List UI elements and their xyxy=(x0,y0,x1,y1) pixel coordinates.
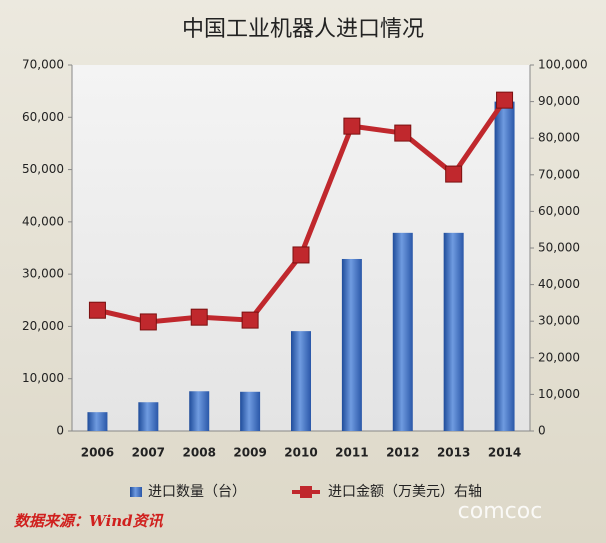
bar xyxy=(392,232,413,431)
bar xyxy=(494,101,515,431)
bar xyxy=(341,258,362,431)
bar xyxy=(240,391,261,431)
legend-swatch xyxy=(130,487,142,497)
bar xyxy=(87,412,108,431)
marker xyxy=(343,117,361,135)
legend-label: 进口数量（台） xyxy=(148,484,246,500)
chart-title: 中国工业机器人进口情况 xyxy=(182,17,424,42)
x-tick-label: 2007 xyxy=(132,446,165,460)
y2-tick-label: 10,000 xyxy=(538,387,580,401)
legend-label: 进口金额（万美元）右轴 xyxy=(328,484,482,500)
legend-swatch xyxy=(300,486,312,498)
x-tick-label: 2008 xyxy=(183,446,216,460)
x-tick-label: 2012 xyxy=(386,446,419,460)
y2-tick-label: 50,000 xyxy=(538,241,580,255)
marker xyxy=(292,246,310,264)
y-tick-label: 30,000 xyxy=(22,267,64,281)
y2-tick-label: 90,000 xyxy=(538,94,580,108)
x-tick-label: 2010 xyxy=(284,446,317,460)
y2-tick-label: 20,000 xyxy=(538,350,580,364)
y-tick-label: 10,000 xyxy=(22,371,64,385)
marker xyxy=(139,313,157,331)
x-tick-label: 2009 xyxy=(233,446,266,460)
y-tick-label: 0 xyxy=(56,424,64,438)
x-tick-label: 2014 xyxy=(488,446,521,460)
bar xyxy=(443,232,464,431)
y-tick-label: 40,000 xyxy=(22,214,64,228)
source: 数据来源：Wind资讯 xyxy=(14,512,164,530)
bar xyxy=(138,402,159,431)
marker xyxy=(241,311,259,329)
y2-tick-label: 40,000 xyxy=(538,277,580,291)
marker xyxy=(496,91,514,109)
y2-tick-label: 30,000 xyxy=(538,314,580,328)
y2-tick-label: 80,000 xyxy=(538,131,580,145)
marker xyxy=(88,301,106,319)
x-tick-label: 2011 xyxy=(335,446,368,460)
y2-tick-label: 0 xyxy=(538,424,546,438)
x-tick-label: 2013 xyxy=(437,446,470,460)
y2-tick-label: 100,000 xyxy=(538,58,588,72)
marker xyxy=(190,308,208,326)
bar xyxy=(291,331,311,431)
x-tick-label: 2006 xyxy=(81,446,114,460)
bar xyxy=(189,391,210,431)
y2-tick-label: 60,000 xyxy=(538,204,580,218)
y2-tick-label: 70,000 xyxy=(538,167,580,181)
y-tick-label: 50,000 xyxy=(22,162,64,176)
marker xyxy=(445,165,463,183)
y-tick-label: 20,000 xyxy=(22,319,64,333)
y-tick-label: 70,000 xyxy=(22,58,64,72)
y-tick-label: 60,000 xyxy=(22,110,64,124)
watermark: comcoc xyxy=(458,499,543,524)
marker xyxy=(394,124,412,142)
